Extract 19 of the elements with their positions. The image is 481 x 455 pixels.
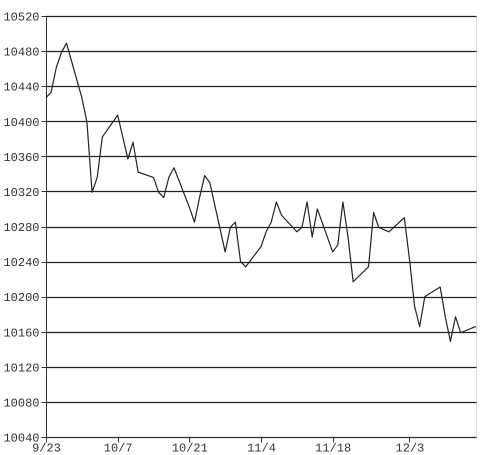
- y-tick-label: 10200: [3, 291, 40, 306]
- y-tick-label: 10240: [3, 256, 40, 270]
- y-tick-label: 10480: [3, 46, 40, 60]
- y-tick-label: 10400: [3, 116, 40, 130]
- x-tick-label: 10/21: [172, 442, 208, 455]
- x-tick-label: 12/3: [396, 442, 424, 455]
- y-tick-label: 10120: [3, 361, 40, 376]
- x-tick-label: 11/4: [247, 442, 276, 455]
- y-tick-label: 10160: [3, 326, 40, 340]
- y-tick-label: 10280: [3, 221, 40, 235]
- y-tick-label: 10360: [3, 150, 40, 165]
- y-tick-label: 10520: [3, 10, 40, 24]
- y-tick-label: 10320: [3, 186, 40, 200]
- x-tick-label: 11/18: [315, 442, 352, 455]
- x-tick-label: 9/23: [32, 442, 61, 455]
- x-tick-label: 10/7: [104, 442, 133, 455]
- y-tick-label: 10080: [3, 396, 40, 410]
- y-tick-label: 10440: [3, 80, 40, 95]
- line-series: [45, 42, 477, 342]
